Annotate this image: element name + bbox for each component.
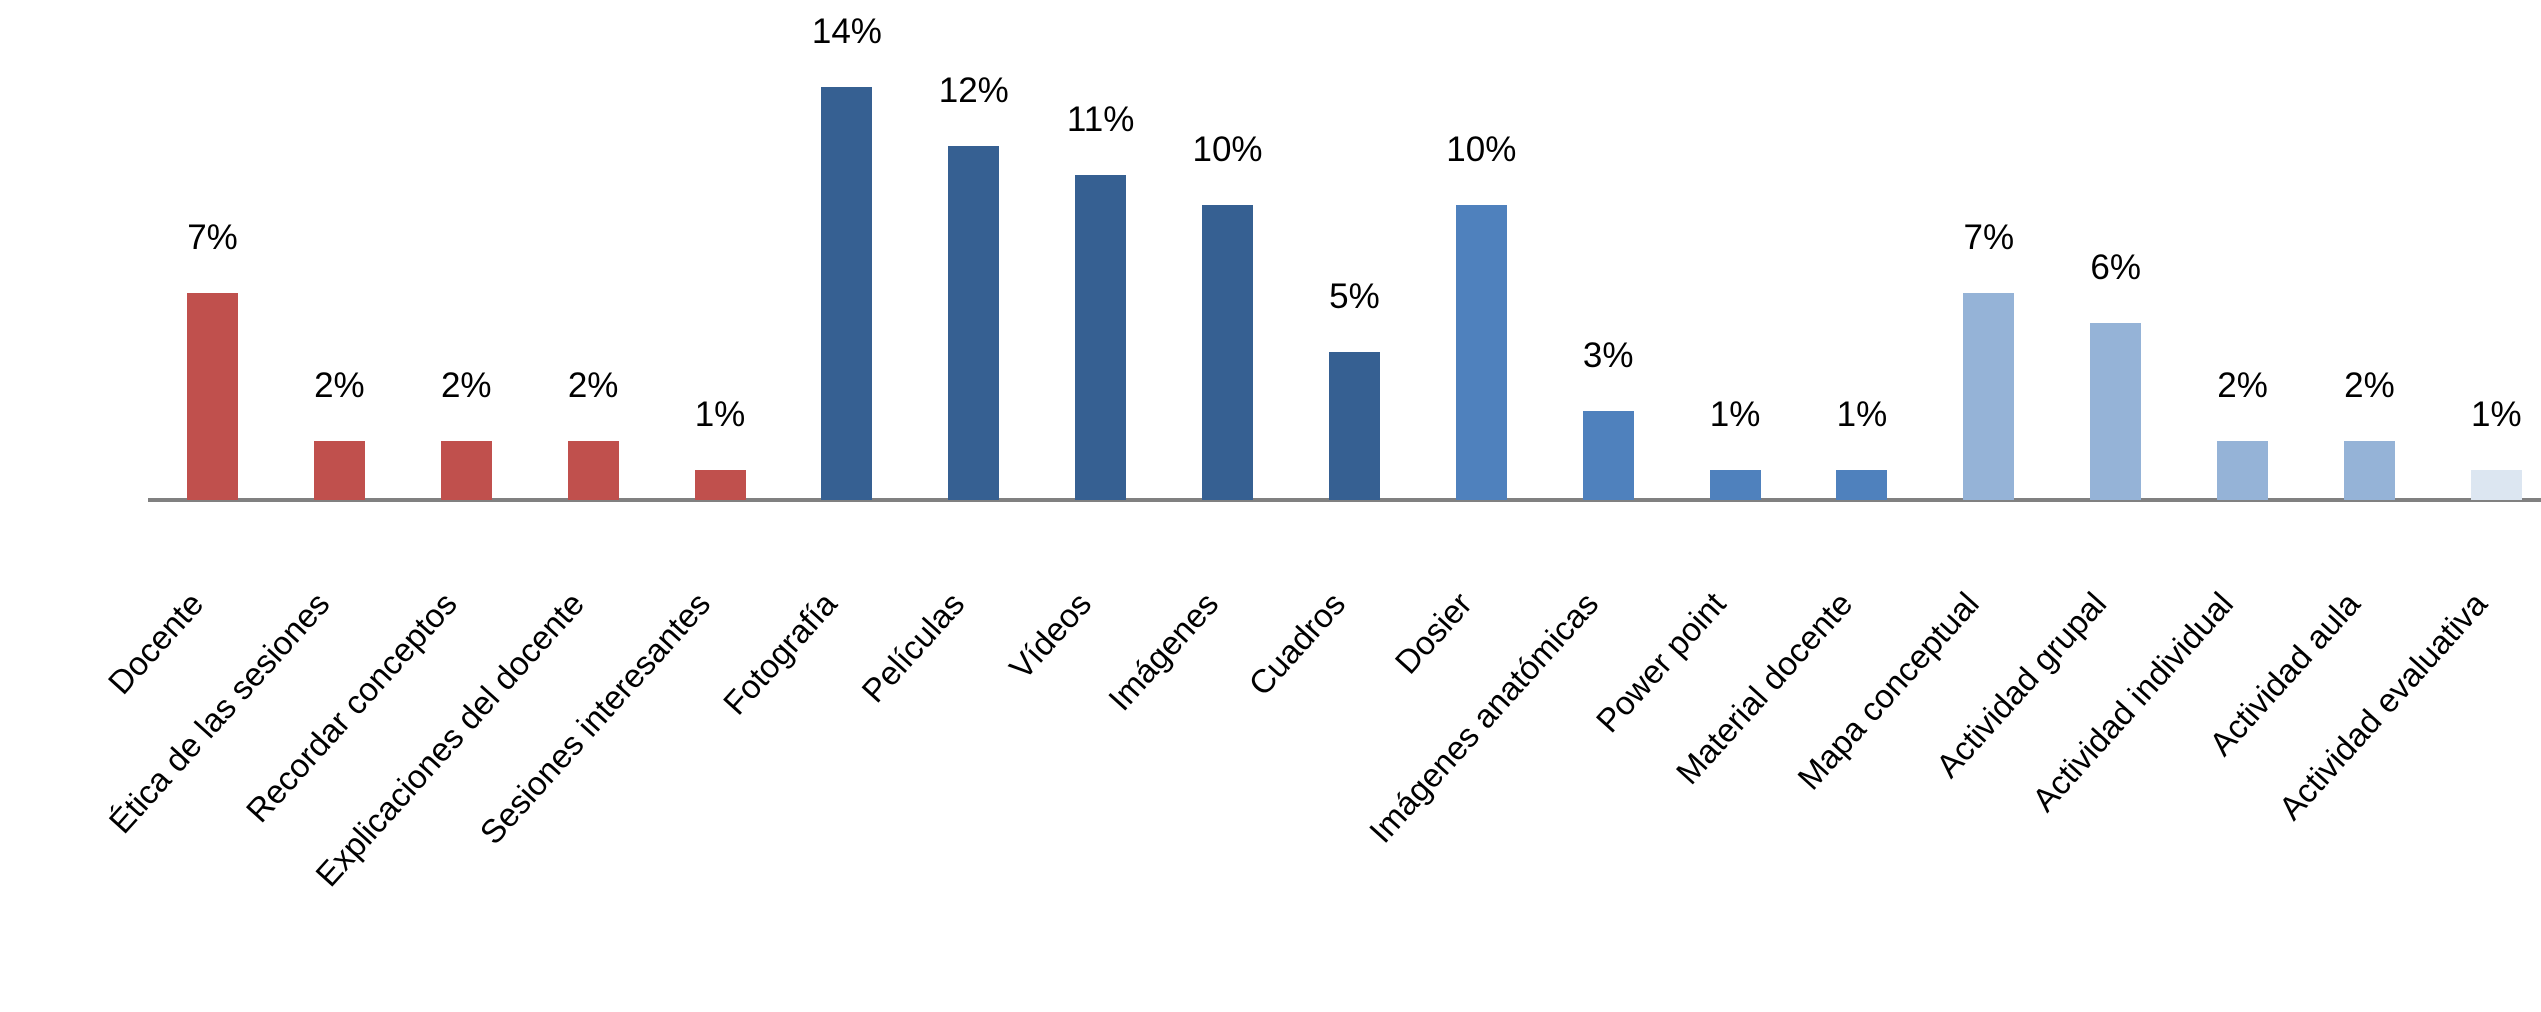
x-axis-tick-label: Docente (100, 585, 210, 702)
bar (313, 441, 365, 500)
x-axis-tick-label: Dosier (1387, 585, 1479, 681)
bar (821, 87, 873, 500)
bar-value-label: 2% (314, 365, 365, 405)
bar-value-label: 2% (2344, 365, 2395, 405)
bar-value-label: 1% (2471, 394, 2522, 434)
bar (187, 293, 238, 500)
bar-value-label: 12% (938, 70, 1009, 110)
bar-value-label: 2% (440, 365, 492, 405)
bar-value-label: 7% (1963, 217, 2015, 257)
bar-value-label: 10% (1446, 129, 1517, 169)
bar-value-label: 2% (2217, 365, 2268, 405)
bar (2470, 470, 2522, 500)
bar (694, 470, 746, 500)
x-axis-tick-label: Recordar conceptos (238, 585, 464, 830)
x-axis-tick-label: Power point (1588, 585, 1733, 740)
bar-value-label: 2% (567, 365, 619, 405)
bar-value-label: 11% (1066, 99, 1135, 139)
bar (1582, 411, 1634, 500)
bar-value-label: 6% (2090, 247, 2141, 287)
bar (948, 146, 1000, 500)
bar-value-label: 1% (1836, 394, 1888, 434)
bar-value-label: 7% (187, 217, 238, 257)
bar-value-label: 3% (1582, 335, 1634, 375)
x-axis-tick-label: Imágenes anatómicas (1362, 585, 1606, 850)
x-axis-tick-label: Actividad evaluativa (2271, 585, 2494, 827)
bar (567, 441, 619, 500)
bar-value-label: 1% (1709, 394, 1761, 434)
x-axis-line (148, 498, 2541, 502)
x-axis-tick-label: Cuadros (1240, 585, 1352, 703)
bar (1455, 205, 1507, 500)
x-axis-tick-label: Fotografía (716, 585, 845, 722)
bar (1328, 352, 1380, 500)
bar-value-label: 1% (694, 394, 746, 434)
bar (1075, 175, 1127, 500)
bar (1202, 205, 1254, 500)
bar (1836, 470, 1888, 500)
bar (2090, 323, 2142, 500)
bar (1709, 470, 1761, 500)
x-axis-tick-label: Ética de las sesiones (101, 585, 337, 841)
x-axis-tick-label: Películas (854, 585, 972, 710)
bar (440, 441, 492, 500)
bar (2343, 441, 2395, 500)
bar-value-label: 14% (811, 11, 882, 51)
x-axis-tick-label: Imágenes (1100, 585, 1226, 718)
bar-value-label: 5% (1329, 276, 1380, 316)
bar (1963, 293, 2015, 500)
bar-value-label: 10% (1192, 129, 1263, 169)
bar (2217, 441, 2269, 500)
x-axis-tick-label: Vídeos (1001, 585, 1099, 687)
x-axis-tick-label: Sesiones interesantes (472, 585, 718, 852)
